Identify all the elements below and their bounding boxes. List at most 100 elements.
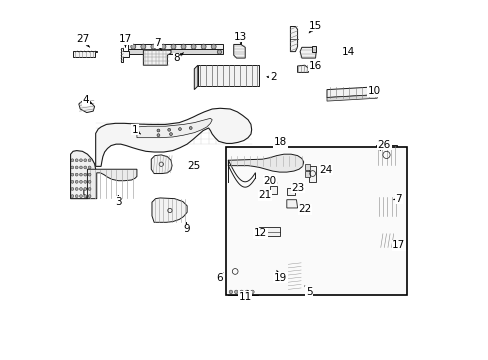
- Polygon shape: [70, 150, 96, 199]
- Circle shape: [71, 166, 74, 169]
- Polygon shape: [151, 155, 172, 174]
- Circle shape: [75, 195, 78, 198]
- Text: 9: 9: [183, 225, 189, 234]
- Text: 21: 21: [258, 190, 271, 200]
- Circle shape: [141, 44, 145, 49]
- Circle shape: [88, 166, 91, 169]
- Circle shape: [211, 44, 216, 49]
- Polygon shape: [269, 176, 276, 184]
- Text: 2: 2: [269, 72, 276, 82]
- Circle shape: [88, 180, 91, 183]
- Text: 22: 22: [298, 204, 311, 215]
- Text: 27: 27: [76, 34, 89, 44]
- Circle shape: [239, 290, 243, 294]
- Circle shape: [71, 195, 74, 198]
- Circle shape: [75, 180, 78, 183]
- Polygon shape: [137, 118, 212, 138]
- Circle shape: [191, 44, 196, 49]
- Text: 13: 13: [234, 32, 247, 41]
- Polygon shape: [265, 268, 278, 284]
- Polygon shape: [379, 233, 394, 248]
- Polygon shape: [269, 186, 276, 194]
- Circle shape: [178, 128, 181, 131]
- Circle shape: [80, 180, 82, 183]
- Circle shape: [80, 173, 82, 176]
- Polygon shape: [73, 51, 97, 57]
- Bar: [225, 147, 406, 296]
- Circle shape: [83, 180, 86, 183]
- Polygon shape: [128, 49, 223, 54]
- Circle shape: [80, 159, 82, 162]
- Polygon shape: [286, 200, 297, 208]
- Text: 14: 14: [341, 46, 354, 57]
- Circle shape: [75, 159, 78, 162]
- Text: 17: 17: [391, 240, 405, 250]
- Circle shape: [189, 127, 192, 130]
- Polygon shape: [79, 100, 94, 113]
- Text: 17: 17: [119, 34, 132, 44]
- Circle shape: [161, 44, 165, 49]
- Text: 10: 10: [367, 86, 380, 96]
- Polygon shape: [376, 145, 396, 166]
- Circle shape: [228, 290, 232, 294]
- Text: 4: 4: [82, 95, 89, 105]
- Circle shape: [88, 159, 91, 162]
- Circle shape: [88, 173, 91, 176]
- Circle shape: [157, 129, 160, 132]
- Circle shape: [234, 290, 238, 294]
- Circle shape: [244, 290, 248, 294]
- Circle shape: [71, 180, 74, 183]
- Text: 24: 24: [319, 165, 332, 175]
- Circle shape: [157, 134, 160, 136]
- Circle shape: [80, 195, 82, 198]
- Circle shape: [71, 188, 74, 190]
- Text: 16: 16: [308, 61, 322, 71]
- Text: 3: 3: [115, 197, 122, 207]
- Text: 6: 6: [216, 273, 222, 283]
- Polygon shape: [228, 288, 258, 296]
- Text: 18: 18: [273, 140, 286, 150]
- Circle shape: [151, 44, 156, 49]
- Polygon shape: [308, 166, 316, 182]
- Circle shape: [201, 44, 206, 49]
- Text: 12: 12: [253, 228, 267, 238]
- Polygon shape: [228, 154, 303, 172]
- Circle shape: [88, 188, 91, 190]
- Circle shape: [169, 133, 172, 135]
- Circle shape: [171, 44, 176, 49]
- Circle shape: [83, 195, 86, 198]
- Polygon shape: [143, 50, 171, 65]
- Text: 7: 7: [395, 194, 401, 204]
- Polygon shape: [258, 227, 280, 235]
- Text: 5: 5: [305, 287, 312, 297]
- Polygon shape: [128, 44, 223, 49]
- Text: 20: 20: [263, 176, 276, 186]
- Polygon shape: [152, 198, 187, 222]
- Text: 25: 25: [186, 161, 200, 171]
- Circle shape: [217, 50, 221, 54]
- Text: 19: 19: [273, 273, 286, 283]
- Circle shape: [75, 188, 78, 190]
- Circle shape: [83, 173, 86, 176]
- Circle shape: [83, 159, 86, 162]
- Polygon shape: [198, 65, 258, 86]
- Polygon shape: [194, 65, 198, 90]
- Text: 1: 1: [132, 125, 138, 135]
- Polygon shape: [297, 65, 308, 72]
- Text: 18: 18: [273, 138, 286, 147]
- Text: 11: 11: [238, 292, 251, 302]
- Polygon shape: [121, 48, 129, 62]
- Circle shape: [75, 166, 78, 169]
- Polygon shape: [376, 196, 396, 217]
- Circle shape: [88, 195, 91, 198]
- Text: 7: 7: [154, 38, 161, 48]
- Circle shape: [83, 188, 86, 190]
- Polygon shape: [96, 108, 251, 166]
- Circle shape: [80, 166, 82, 169]
- Circle shape: [71, 173, 74, 176]
- Polygon shape: [311, 45, 316, 51]
- Polygon shape: [300, 47, 316, 58]
- Text: 26: 26: [377, 140, 390, 150]
- Polygon shape: [290, 27, 297, 51]
- Text: 15: 15: [308, 21, 322, 31]
